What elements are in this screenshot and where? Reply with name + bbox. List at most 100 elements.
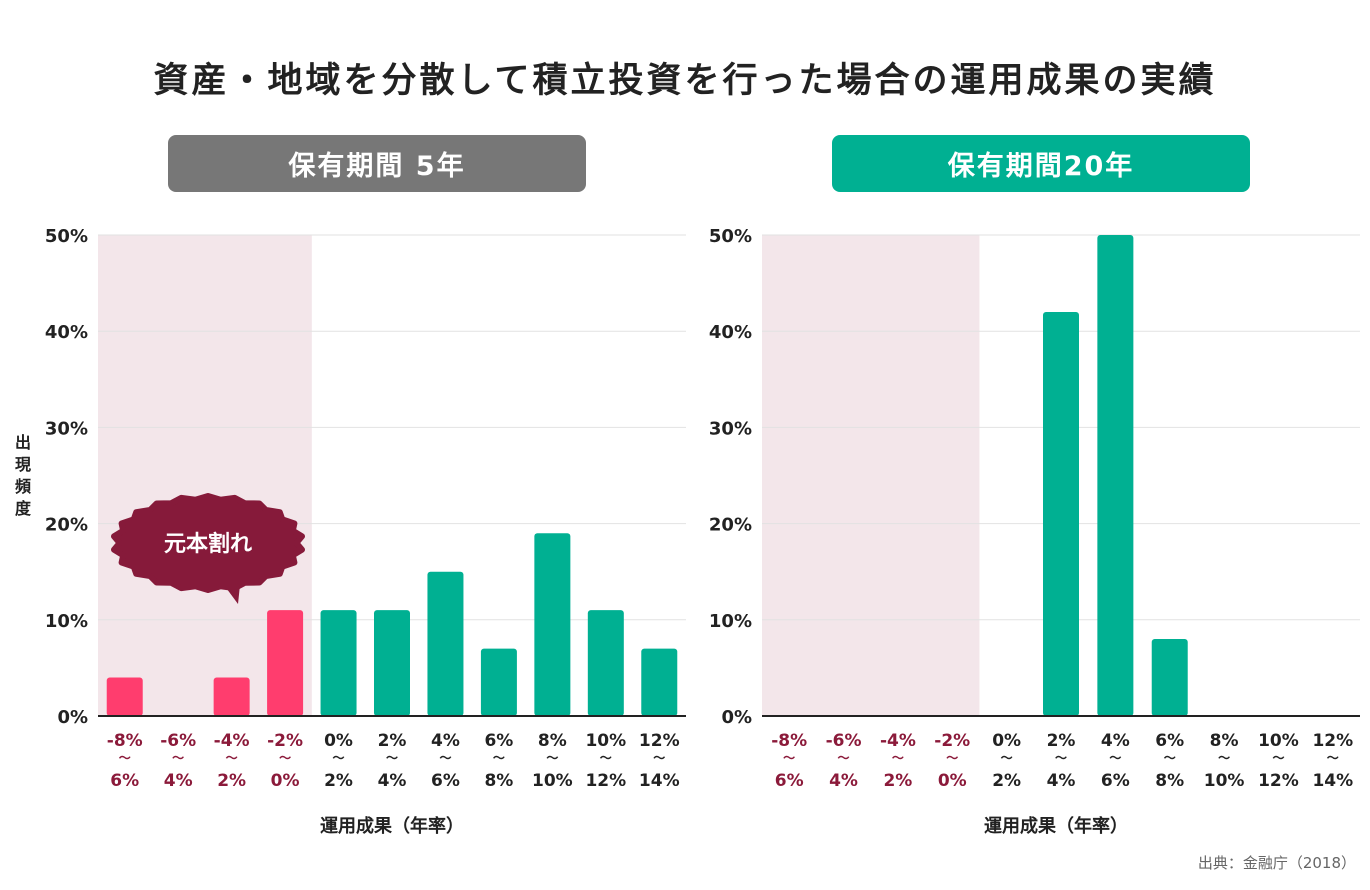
bar (1043, 311, 1079, 716)
header-20-year: 保有期間20年 (832, 135, 1250, 192)
x-tick-label: 0% (271, 771, 300, 791)
x-tick-label: 4% (829, 771, 858, 791)
x-tick-label: 10% (585, 731, 626, 751)
x-tick-label: 〜 (1055, 751, 1067, 765)
x-tick-label: 〜 (546, 751, 558, 765)
bar (427, 571, 464, 716)
loss-region-shading (762, 235, 980, 716)
y-tick-label: 50% (45, 226, 88, 247)
x-tick-label: 10% (532, 771, 573, 791)
x-tick-label: 6% (110, 771, 139, 791)
x-tick-label: 0% (992, 731, 1021, 751)
bar (106, 677, 143, 716)
x-tick-label: 〜 (600, 751, 612, 765)
x-tick-label: -2% (267, 731, 303, 751)
x-tick-label: 6% (484, 731, 513, 751)
x-tick-label: 8% (1210, 731, 1239, 751)
y-tick-label: 20% (45, 515, 88, 536)
bar (641, 648, 678, 716)
x-tick-label: 〜 (226, 751, 238, 765)
x-tick-label: 〜 (1327, 751, 1339, 765)
x-tick-label: -6% (826, 731, 862, 751)
x-tick-label: 〜 (892, 751, 904, 765)
x-tick-label: 0% (938, 771, 967, 791)
bar (267, 610, 304, 716)
source-note: 出典：金融庁（2018） (1197, 854, 1356, 872)
x-tick-label: 8% (538, 731, 567, 751)
y-tick-label: 0% (721, 707, 752, 728)
y-tick-label: 50% (709, 226, 752, 247)
x-tick-label: 〜 (439, 751, 451, 765)
bar (587, 610, 624, 716)
x-tick-label: 4% (1101, 731, 1130, 751)
bar (480, 648, 517, 716)
annotation-bubble (111, 493, 305, 593)
y-tick-label: 40% (45, 322, 88, 343)
x-axis-label-5y: 運用成果（年率） (320, 816, 464, 837)
y-tick-label: 0% (57, 707, 88, 728)
x-tick-label: 6% (1101, 771, 1130, 791)
x-tick-label: 6% (431, 771, 460, 791)
x-tick-label: 〜 (838, 751, 850, 765)
x-tick-label: 12% (639, 731, 680, 751)
y-tick-label: 40% (709, 322, 752, 343)
x-tick-label: 6% (775, 771, 804, 791)
x-tick-label: 4% (378, 771, 407, 791)
x-tick-label: 4% (1047, 771, 1076, 791)
x-tick-label: 2% (992, 771, 1021, 791)
bar (374, 610, 410, 716)
x-tick-label: 8% (484, 771, 513, 791)
x-tick-label: 〜 (1272, 751, 1284, 765)
header-5-year: 保有期間 5年 (168, 135, 586, 192)
x-tick-label: 〜 (946, 751, 958, 765)
x-tick-label: -8% (771, 731, 807, 751)
x-tick-label: -8% (107, 731, 143, 751)
x-tick-label: 〜 (1164, 751, 1176, 765)
annotation-bubble-tail (224, 585, 240, 604)
page-title: 資産・地域を分散して積立投資を行った場合の運用成果の実績 (153, 61, 1217, 101)
x-tick-label: 10% (1258, 731, 1299, 751)
x-tick-label: 0% (324, 731, 353, 751)
y-tick-label: 10% (45, 611, 88, 632)
y-tick-label: 10% (709, 611, 752, 632)
x-tick-label: 12% (1312, 731, 1353, 751)
x-tick-label: 〜 (386, 751, 398, 765)
x-tick-label: 〜 (333, 751, 345, 765)
x-tick-label: 8% (1155, 771, 1184, 791)
bar (1151, 639, 1188, 716)
y-tick-label: 20% (709, 515, 752, 536)
y-tick-label: 30% (45, 418, 88, 439)
x-tick-label: 〜 (493, 751, 505, 765)
x-tick-label: 〜 (1218, 751, 1230, 765)
x-tick-label: 14% (639, 771, 680, 791)
x-tick-label: 12% (585, 771, 626, 791)
x-tick-label: 2% (324, 771, 353, 791)
bar (320, 610, 357, 716)
x-tick-label: 〜 (783, 751, 795, 765)
x-tick-label: -6% (160, 731, 196, 751)
x-tick-label: -2% (934, 731, 970, 751)
x-tick-label: 〜 (1109, 751, 1121, 765)
x-tick-label: 10% (1204, 771, 1245, 791)
x-tick-label: 2% (1047, 731, 1076, 751)
x-tick-label: 〜 (279, 751, 291, 765)
x-tick-label: -4% (880, 731, 916, 751)
x-tick-label: 2% (217, 771, 246, 791)
bar (213, 677, 250, 716)
y-axis-label: 出現頻度 (14, 433, 31, 518)
x-tick-label: 2% (378, 731, 407, 751)
x-tick-label: -4% (214, 731, 250, 751)
x-tick-label: 2% (883, 771, 912, 791)
x-tick-label: 14% (1312, 771, 1353, 791)
x-tick-label: 〜 (119, 751, 131, 765)
x-axis-label-20y: 運用成果（年率） (984, 816, 1128, 837)
annotation-text: 元本割れ (164, 531, 252, 557)
bar (1097, 235, 1134, 716)
x-tick-label: 4% (431, 731, 460, 751)
x-tick-label: 6% (1155, 731, 1184, 751)
x-tick-label: 12% (1258, 771, 1299, 791)
y-tick-label: 30% (709, 418, 752, 439)
x-tick-label: 4% (164, 771, 193, 791)
x-tick-label: 〜 (172, 751, 184, 765)
